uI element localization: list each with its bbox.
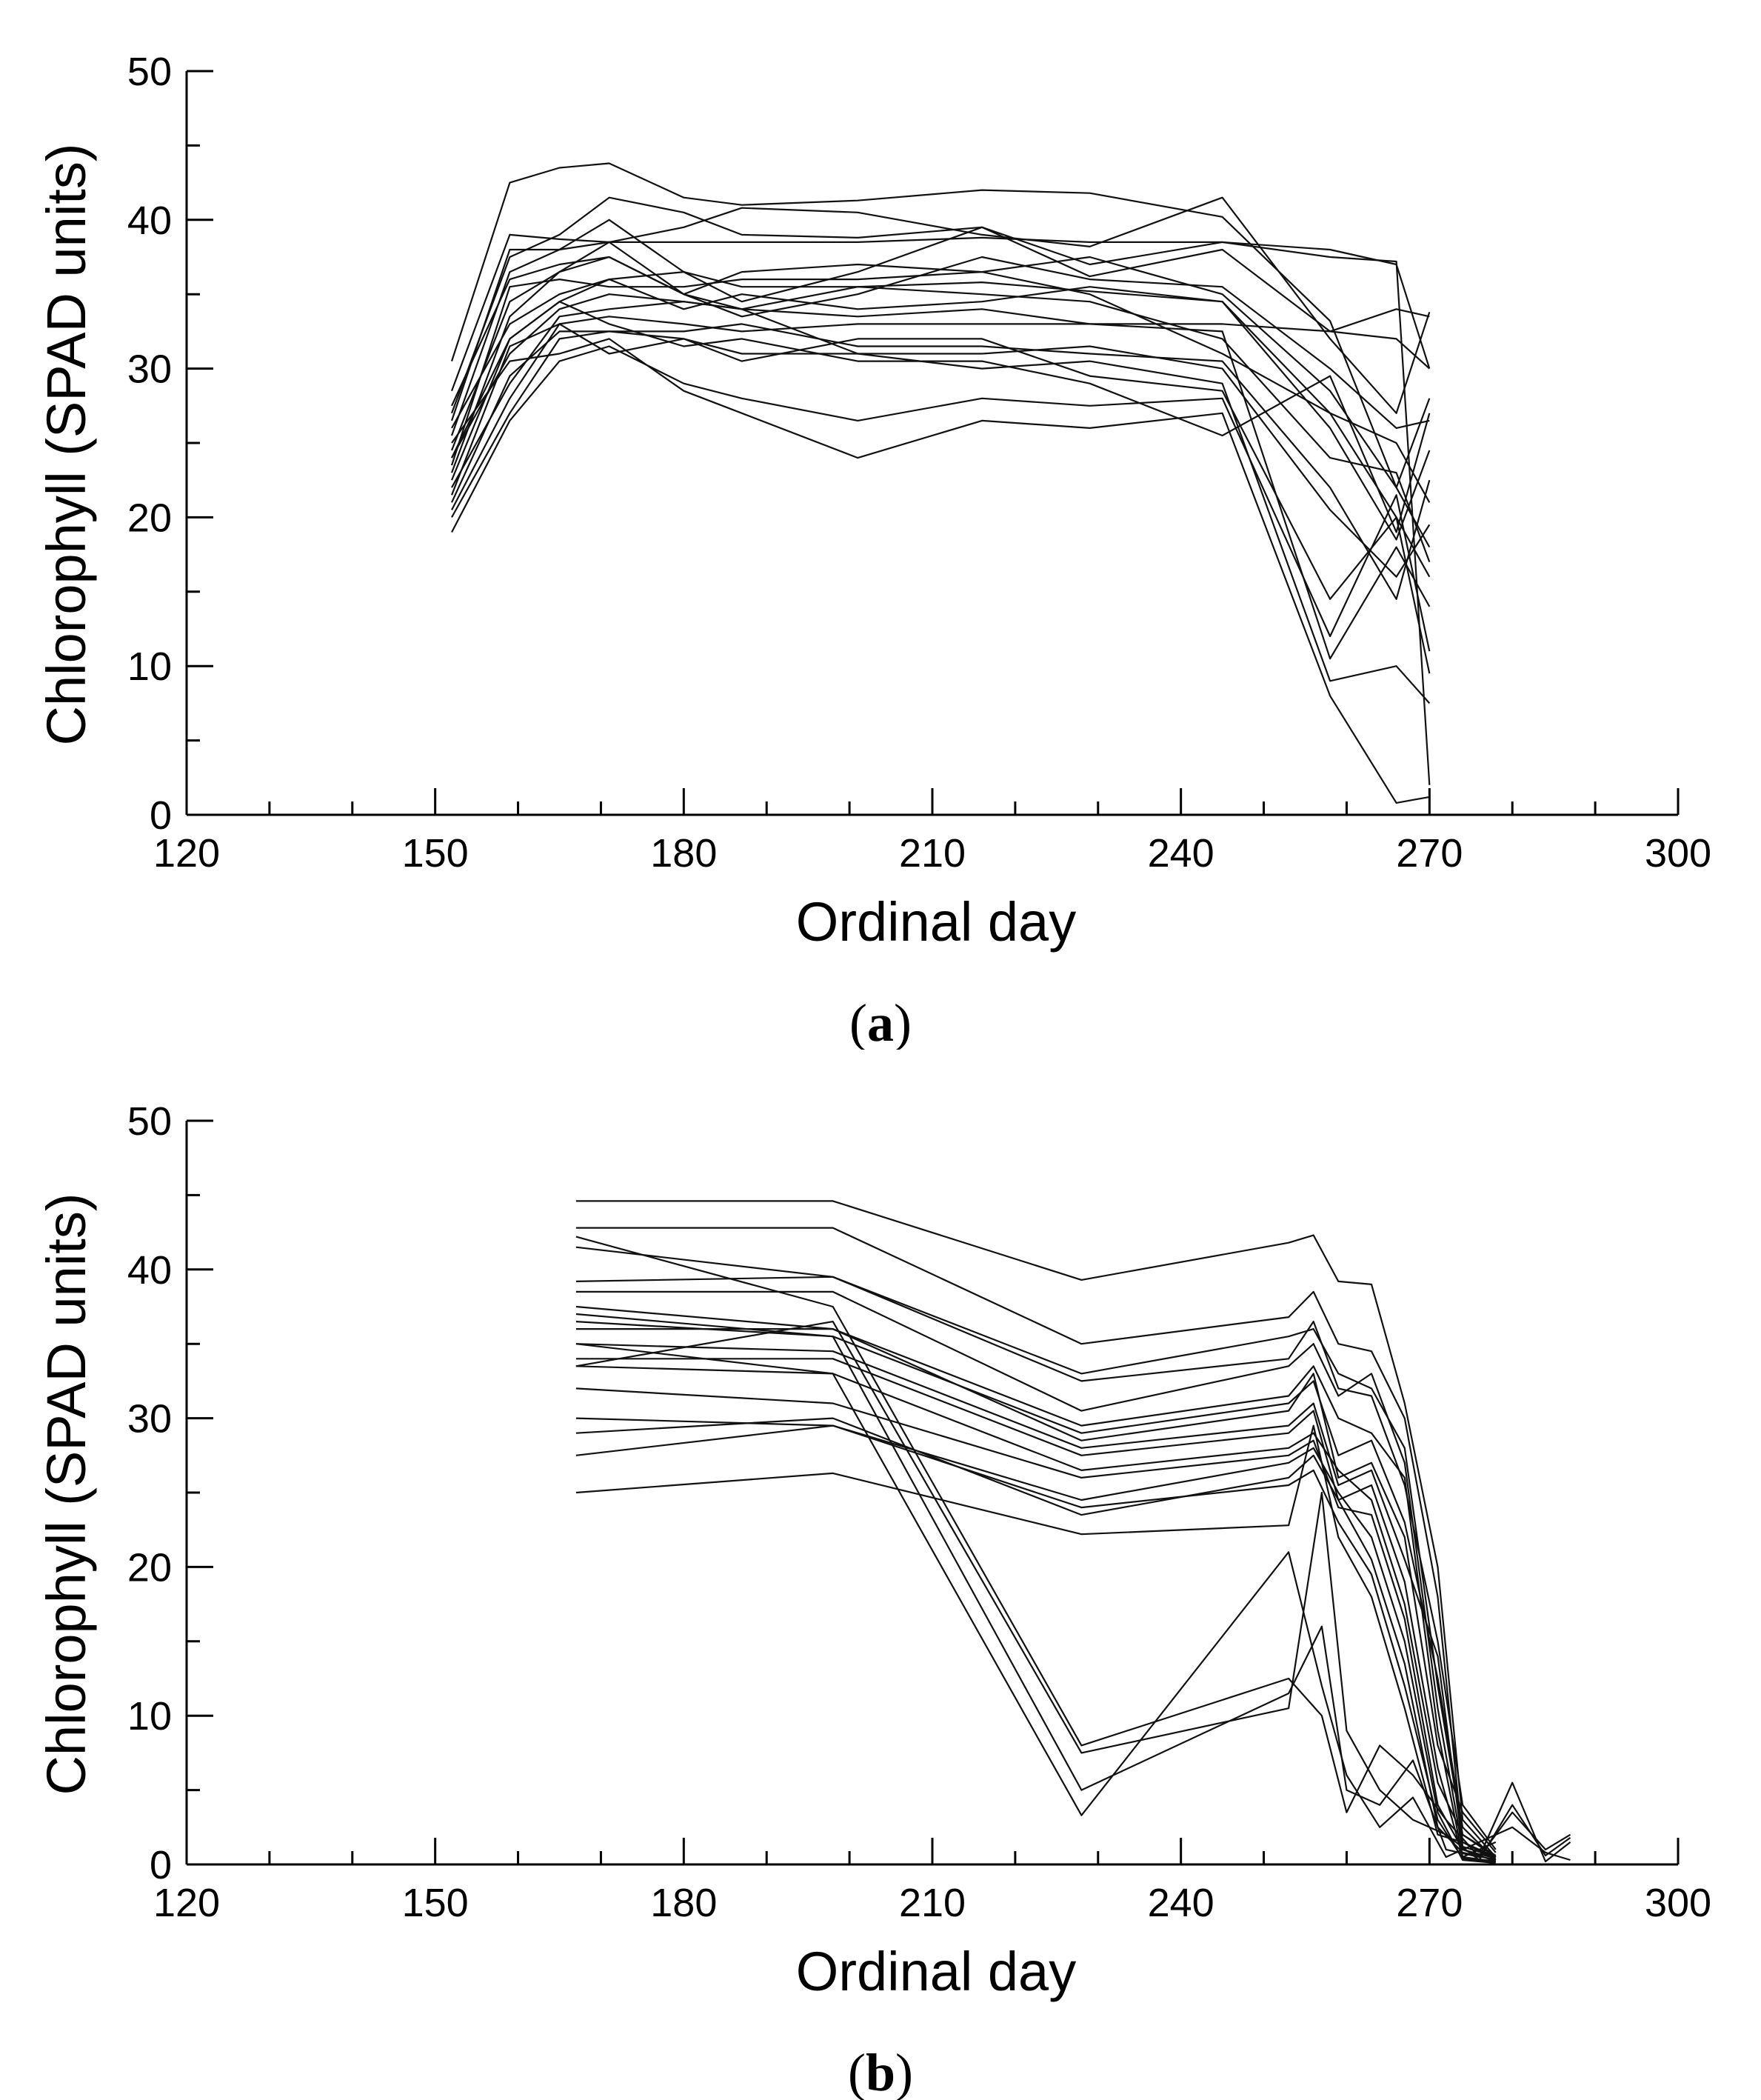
chart-a-series-line-14	[451, 345, 1431, 652]
chart-a-svg: Chlorophyll (SPAD units) Ordinal day (a)…	[36, 50, 1711, 1050]
chart-a-series-line-4	[450, 236, 1431, 421]
chart-b-x-tick-label: 150	[402, 1881, 469, 1925]
chart-a-series-line-7	[450, 256, 1431, 548]
chart-b-series-line-10	[575, 1358, 1496, 1863]
chart-b-series-line-17	[575, 1236, 1571, 1859]
chart-b-series-line-6	[575, 1305, 1497, 1859]
chart-a-ylabel: Chlorophyll (SPAD units)	[36, 144, 97, 746]
chart-b-series-line-18	[575, 1313, 1571, 1863]
chart-b-y-tick-label: 50	[127, 1099, 172, 1144]
chart-b-series-line-4	[575, 1276, 1497, 1850]
chart-b-y-tick-label: 40	[127, 1248, 172, 1293]
chart-b-x-tick-label: 180	[650, 1881, 717, 1925]
chart-b-series-line-19	[575, 1343, 1571, 1861]
chart-a-y-tick-label: 20	[127, 496, 172, 540]
chart-a-x-tick-label: 150	[402, 831, 469, 876]
chart-b-series-line-2	[575, 1227, 1497, 1861]
chart-a-xlabel: Ordinal day	[796, 891, 1076, 953]
chart-b-x-tick-label: 300	[1645, 1881, 1711, 1925]
chart-b-y-tick-label: 20	[127, 1545, 172, 1590]
panel-b: Chlorophyll (SPAD units) Ordinal day (b)…	[0, 1050, 1761, 2100]
chart-b-series-line-15	[575, 1424, 1496, 1863]
chart-a-x-tick-label: 240	[1148, 831, 1214, 876]
chart-b-svg: Chlorophyll (SPAD units) Ordinal day (b)…	[36, 1099, 1711, 2100]
chart-a-series-line-8	[450, 256, 1431, 578]
chart-a-series-line-2	[450, 196, 1431, 414]
chart-b-xlabel: Ordinal day	[796, 1941, 1076, 2002]
chart-a-y-tick-label: 0	[150, 793, 172, 838]
chart-a-series-line-3	[450, 196, 1431, 785]
chart-a-ylabel-group: Chlorophyll (SPAD units)	[36, 144, 97, 746]
chart-b-series-line-9	[575, 1343, 1497, 1859]
panel-b-letter: b	[866, 2043, 895, 2100]
chart-a-x-tick-label: 300	[1645, 831, 1711, 876]
chart-a-series-line-13	[451, 330, 1431, 674]
chart-b-series-line-20	[575, 1321, 1571, 1861]
chart-b-x-tick-label: 210	[899, 1881, 966, 1925]
chart-a-x-tick-label: 270	[1396, 831, 1463, 876]
chart-a-x-tick-label: 180	[650, 831, 717, 876]
chart-a-series-line-18	[451, 271, 1431, 562]
panel-a-label: (a)	[849, 993, 912, 1050]
chart-a-series-line-15	[451, 293, 1431, 660]
chart-b-series-line-16	[575, 1424, 1497, 1859]
panel-a: Chlorophyll (SPAD units) Ordinal day (a)…	[36, 50, 1711, 1050]
chart-b-plot-area: 0 10 20 30 40 50 120 150 180 210 240 270 300	[127, 1099, 1711, 1925]
chart-b-ylabel: Chlorophyll (SPAD units)	[36, 1193, 97, 1796]
chart-a-plot-area: 0 10 20 30 40 50 120 150 180 210 240 270 300	[127, 50, 1711, 876]
panel-b-label: (b)	[848, 2043, 913, 2100]
chart-b-series-line-1	[575, 1200, 1497, 1858]
chart-a-series-line-1	[450, 162, 1431, 489]
chart-a-y-tick-label: 50	[127, 50, 172, 94]
chart-a-series-line-19	[451, 256, 1431, 503]
panel-a-letter: a	[867, 993, 894, 1050]
chart-a-series-line-11	[451, 323, 1431, 600]
chart-b-x-tick-label: 240	[1148, 1881, 1214, 1925]
chart-b-ylabel-group: Chlorophyll (SPAD units)	[36, 1193, 97, 1796]
chart-b-series-line-13	[575, 1417, 1496, 1864]
chart-a-x-tick-label: 210	[899, 831, 966, 876]
chart-b-x-tick-label: 270	[1396, 1881, 1463, 1925]
chart-b-series-line-8	[575, 1328, 1497, 1853]
chart-a-y-tick-label: 40	[127, 199, 172, 243]
chart-b-x-tick-label: 120	[153, 1881, 220, 1925]
chart-b-series-line-7	[575, 1321, 1497, 1861]
chart-a-x-tick-label: 120	[153, 831, 220, 876]
chart-b-series-line-5	[575, 1290, 1497, 1863]
chart-a-y-tick-label: 30	[127, 347, 172, 392]
chart-b-series-line-3	[575, 1246, 1497, 1858]
chart-b-y-tick-label: 10	[127, 1694, 172, 1739]
chart-a-series-line-20	[451, 301, 1431, 533]
chart-b-y-tick-label: 0	[150, 1843, 172, 1887]
chart-a-series-line-16	[451, 338, 1430, 804]
chart-a-y-tick-label: 10	[127, 644, 172, 689]
chart-b-series-line-11	[575, 1365, 1497, 1856]
chart-a-series-line-17	[451, 301, 1431, 704]
chart-b-y-tick-label: 30	[127, 1397, 172, 1441]
